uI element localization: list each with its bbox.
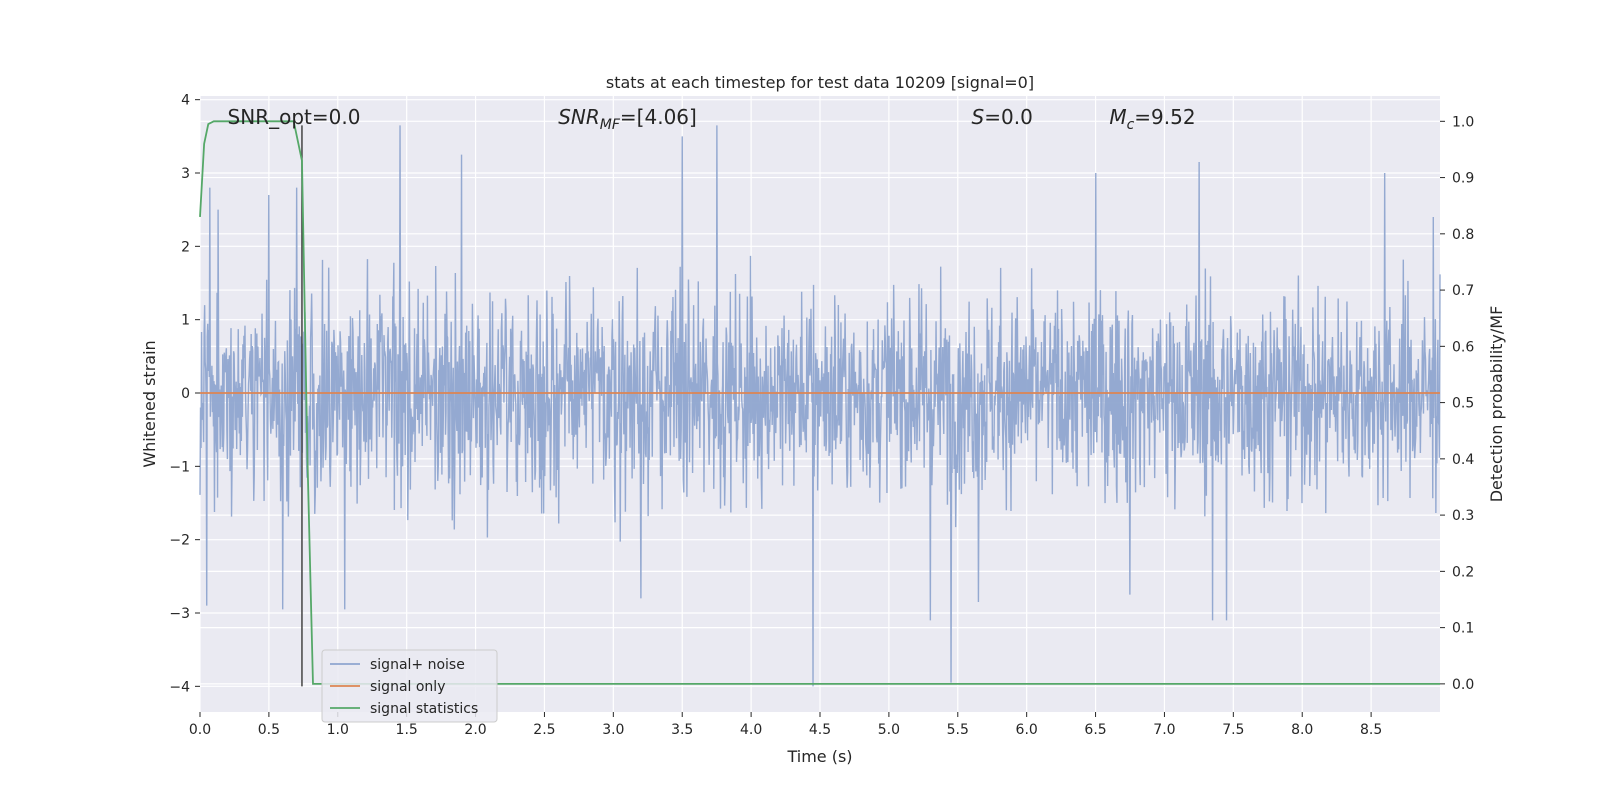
- annotation-snr-mf: SNRMF=[4.06]: [558, 105, 697, 133]
- x-tick-label: 2.5: [533, 722, 555, 738]
- y2-tick-label: 0.4: [1452, 452, 1474, 468]
- y-tick-label: 1: [181, 313, 190, 329]
- x-tick-label: 8.5: [1360, 722, 1382, 738]
- y2-tick-label: 0.5: [1452, 396, 1474, 412]
- x-tick-label: 2.0: [464, 722, 486, 738]
- x-tick-label: 5.0: [878, 722, 900, 738]
- x-tick-label: 4.5: [809, 722, 831, 738]
- y2-tick-label: 0.2: [1452, 564, 1474, 580]
- x-tick-label: 1.0: [327, 722, 349, 738]
- legend-box: [321, 649, 498, 723]
- x-tick-label: 5.5: [947, 722, 969, 738]
- y2-tick-label: 1.0: [1452, 114, 1474, 130]
- x-axis-label: Time (s): [786, 747, 852, 766]
- series-group: [199, 120, 1441, 687]
- x-tick-label: 7.0: [1153, 722, 1175, 738]
- y-ticks: −4 −3 −2 −1 0 1 2 3 4: [169, 93, 200, 695]
- x-tick-label: 0.5: [258, 722, 280, 738]
- y2-tick-label: 0.1: [1452, 621, 1474, 637]
- x-tick-label: 4.0: [740, 722, 762, 738]
- legend-entry-signal-statistics: signal statistics: [370, 701, 478, 717]
- y-axis-label: Whitened strain: [140, 340, 159, 467]
- y-tick-label: −3: [169, 606, 190, 622]
- annotation-mc-value: Mc=9.52: [1109, 105, 1195, 133]
- x-tick-label: 3.0: [602, 722, 624, 738]
- series-signal-statistics-line: [199, 120, 1440, 685]
- chart-title: stats at each timestep for test data 102…: [606, 73, 1034, 92]
- y2-tick-label: 0.8: [1452, 227, 1474, 243]
- y2-tick-label: 0.9: [1452, 171, 1474, 187]
- x-tick-label: 3.5: [671, 722, 693, 738]
- x-tick-label: 1.5: [396, 722, 418, 738]
- x-tick-label: 6.5: [1084, 722, 1106, 738]
- y2-tick-label: 0.3: [1452, 508, 1474, 524]
- legend: signal+ noise signal only signal statist…: [321, 649, 498, 723]
- legend-entry-signal-noise: signal+ noise: [370, 657, 465, 673]
- y2-tick-label: 0.0: [1452, 677, 1474, 693]
- y-tick-label: 4: [181, 93, 190, 109]
- y2-axis-label: Detection probability/MF: [1487, 306, 1506, 503]
- y2-tick-label: 0.7: [1452, 283, 1474, 299]
- x-tick-label: 7.5: [1222, 722, 1244, 738]
- annotation-snr-opt: SNR_opt=0.0: [228, 105, 361, 129]
- y2-tick-label: 0.6: [1452, 339, 1474, 355]
- annotation-s-value: S=0.0: [972, 105, 1033, 129]
- x-tick-label: 6.0: [1016, 722, 1038, 738]
- x-tick-label: 0.0: [189, 722, 211, 738]
- y-tick-label: −1: [169, 459, 190, 475]
- y-tick-label: 2: [181, 239, 190, 255]
- y2-ticks: 0.0 0.1 0.2 0.3 0.4 0.5 0.6 0.7 0.8 0.9 1.0: [1440, 114, 1474, 693]
- y-tick-label: 0: [181, 386, 190, 402]
- legend-entry-signal-only: signal only: [370, 679, 445, 695]
- y-tick-label: −2: [169, 533, 190, 549]
- y-tick-label: 3: [181, 166, 190, 182]
- series-signal-noise-line: [199, 125, 1441, 687]
- y-tick-label: −4: [169, 679, 190, 695]
- x-ticks: 0.0 0.5 1.0 1.5 2.0 2.5 3.0 3.5 4.0 4.5 5.0 5.5 6.0 6…: [189, 712, 1382, 738]
- x-tick-label: 8.0: [1291, 722, 1313, 738]
